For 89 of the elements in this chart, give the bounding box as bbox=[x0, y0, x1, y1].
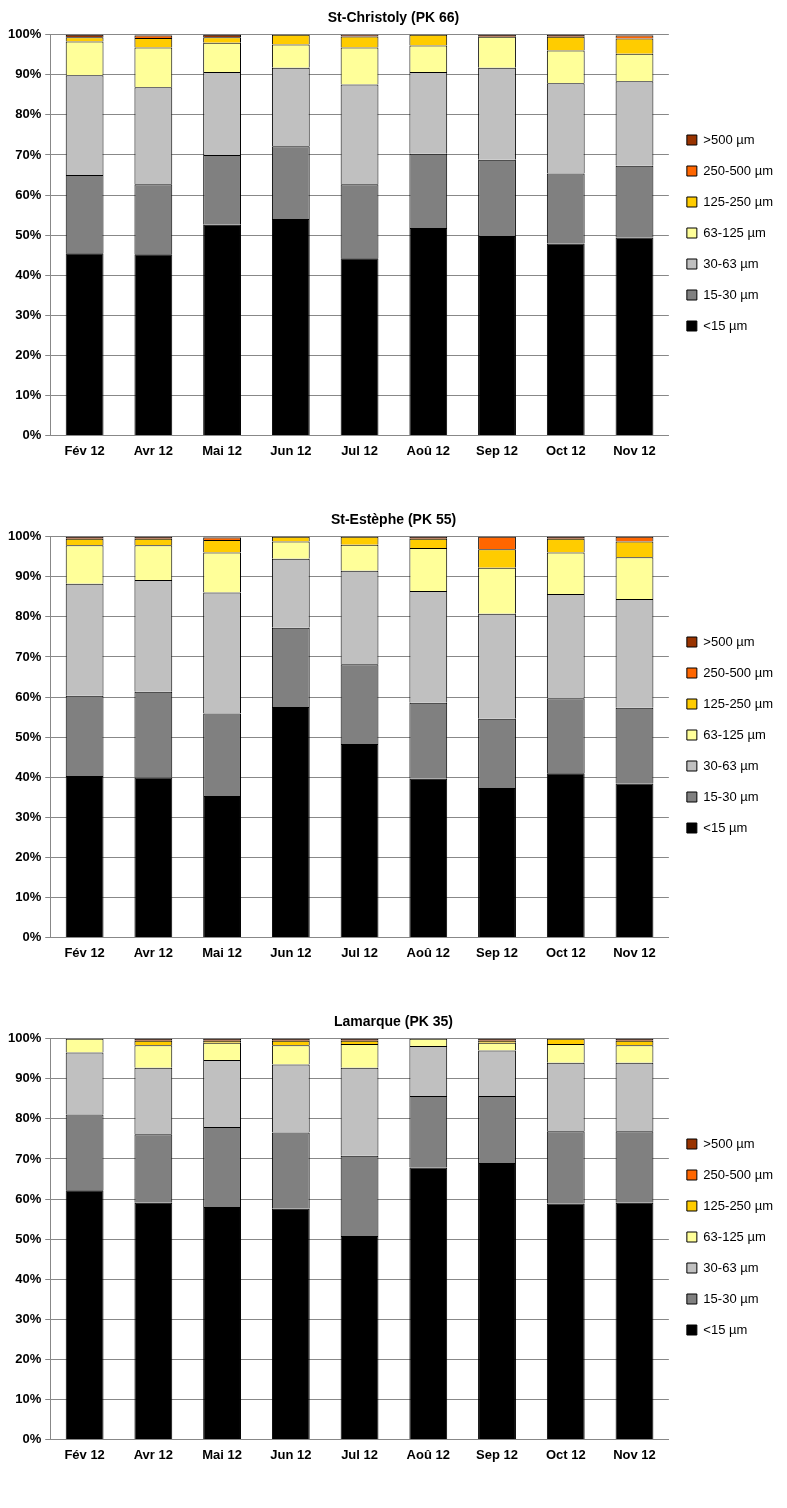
x-tick-label: Nov 12 bbox=[613, 944, 656, 960]
y-tick-label: 50% bbox=[15, 226, 42, 242]
x-tick-label: Jun 12 bbox=[270, 944, 312, 960]
bar bbox=[478, 235, 516, 435]
legend-label: 30-63 µm bbox=[703, 1259, 759, 1275]
y-tick-label: 30% bbox=[15, 808, 42, 824]
legend-label: <15 µm bbox=[703, 819, 748, 835]
legend-label: >500 µm bbox=[703, 633, 755, 649]
bar bbox=[203, 1207, 241, 1439]
legend-label: 63-125 µm bbox=[703, 1228, 766, 1244]
x-tick-label: Avr 12 bbox=[133, 1446, 173, 1462]
chart-title: St-Christoly (PK 66) bbox=[327, 9, 460, 26]
legend-label: 125-250 µm bbox=[703, 695, 773, 711]
y-tick-label: 50% bbox=[15, 728, 42, 744]
legend-label: 125-250 µm bbox=[703, 193, 773, 209]
x-tick-label: Oct 12 bbox=[545, 944, 586, 960]
y-tick-label: 100% bbox=[8, 1030, 42, 1046]
y-tick-label: 100% bbox=[8, 26, 42, 42]
legend-label: 30-63 µm bbox=[703, 255, 759, 271]
legend-label: 63-125 µm bbox=[703, 224, 766, 240]
y-tick-label: 20% bbox=[15, 1350, 42, 1366]
y-tick-label: 40% bbox=[15, 266, 42, 282]
chart-title: Lamarque (PK 35) bbox=[333, 1013, 454, 1030]
y-tick-label: 90% bbox=[15, 568, 42, 584]
x-tick-label: Nov 12 bbox=[613, 442, 656, 458]
x-tick-label: Sep 12 bbox=[476, 442, 518, 458]
y-tick-label: 70% bbox=[15, 648, 42, 664]
legend-label: <15 µm bbox=[703, 1321, 748, 1337]
x-tick-label: Aoû 12 bbox=[406, 944, 450, 960]
y-tick-label: 70% bbox=[15, 146, 42, 162]
y-tick-label: 60% bbox=[15, 688, 42, 704]
y-tick-label: 10% bbox=[15, 386, 42, 402]
x-tick-label: Sep 12 bbox=[476, 944, 518, 960]
x-tick-label: Aoû 12 bbox=[406, 1446, 450, 1462]
legend-label: >500 µm bbox=[703, 1135, 755, 1151]
y-tick-label: 20% bbox=[15, 848, 42, 864]
x-tick-label: Oct 12 bbox=[545, 1446, 586, 1462]
y-tick-label: 40% bbox=[15, 1270, 42, 1286]
x-tick-label: Jul 12 bbox=[341, 442, 378, 458]
legend-label: 125-250 µm bbox=[703, 1197, 773, 1213]
x-tick-label: Avr 12 bbox=[133, 944, 173, 960]
bar bbox=[478, 787, 516, 937]
y-tick-label: 50% bbox=[15, 1230, 42, 1246]
legend-label: 30-63 µm bbox=[703, 757, 759, 773]
x-tick-label: Sep 12 bbox=[476, 1446, 518, 1462]
x-tick-label: Mai 12 bbox=[202, 1446, 242, 1462]
y-tick-label: 80% bbox=[15, 1110, 42, 1126]
y-tick-label: 30% bbox=[15, 1310, 42, 1326]
x-tick-label: Nov 12 bbox=[613, 1446, 656, 1462]
legend-label: 15-30 µm bbox=[703, 1290, 759, 1306]
y-tick-label: 80% bbox=[15, 106, 42, 122]
bar bbox=[203, 795, 241, 937]
y-tick-label: 20% bbox=[15, 346, 42, 362]
y-tick-label: 40% bbox=[15, 768, 42, 784]
x-tick-label: Avr 12 bbox=[133, 442, 173, 458]
y-tick-label: 10% bbox=[15, 1390, 42, 1406]
x-tick-label: Fév 12 bbox=[64, 1446, 105, 1462]
legend-label: 250-500 µm bbox=[703, 664, 773, 680]
legend-label: 15-30 µm bbox=[703, 286, 759, 302]
y-tick-label: 0% bbox=[22, 426, 42, 442]
x-tick-label: Jul 12 bbox=[341, 944, 378, 960]
x-tick-label: Jun 12 bbox=[270, 1446, 312, 1462]
x-tick-label: Mai 12 bbox=[202, 944, 242, 960]
y-tick-label: 10% bbox=[15, 888, 42, 904]
y-tick-label: 90% bbox=[15, 1070, 42, 1086]
chart-title: St-Estèphe (PK 55) bbox=[330, 511, 457, 528]
y-tick-label: 90% bbox=[15, 66, 42, 82]
legend-label: 15-30 µm bbox=[703, 788, 759, 804]
x-tick-label: Mai 12 bbox=[202, 442, 242, 458]
x-tick-label: Oct 12 bbox=[545, 442, 586, 458]
y-tick-label: 0% bbox=[22, 928, 42, 944]
x-tick-label: Aoû 12 bbox=[406, 442, 450, 458]
legend-label: 250-500 µm bbox=[703, 1166, 773, 1182]
y-tick-label: 0% bbox=[22, 1430, 42, 1446]
legend-label: 250-500 µm bbox=[703, 162, 773, 178]
x-tick-label: Fév 12 bbox=[64, 442, 105, 458]
y-tick-label: 60% bbox=[15, 1190, 42, 1206]
y-tick-label: 100% bbox=[8, 528, 42, 544]
legend-label: >500 µm bbox=[703, 131, 755, 147]
legend-label: <15 µm bbox=[703, 317, 748, 333]
x-tick-label: Jun 12 bbox=[270, 442, 312, 458]
x-tick-label: Jul 12 bbox=[341, 1446, 378, 1462]
bar bbox=[203, 224, 241, 435]
y-tick-label: 30% bbox=[15, 306, 42, 322]
y-tick-label: 80% bbox=[15, 608, 42, 624]
x-tick-label: Fév 12 bbox=[64, 944, 105, 960]
legend-label: 63-125 µm bbox=[703, 726, 766, 742]
y-tick-label: 60% bbox=[15, 186, 42, 202]
y-tick-label: 70% bbox=[15, 1150, 42, 1166]
